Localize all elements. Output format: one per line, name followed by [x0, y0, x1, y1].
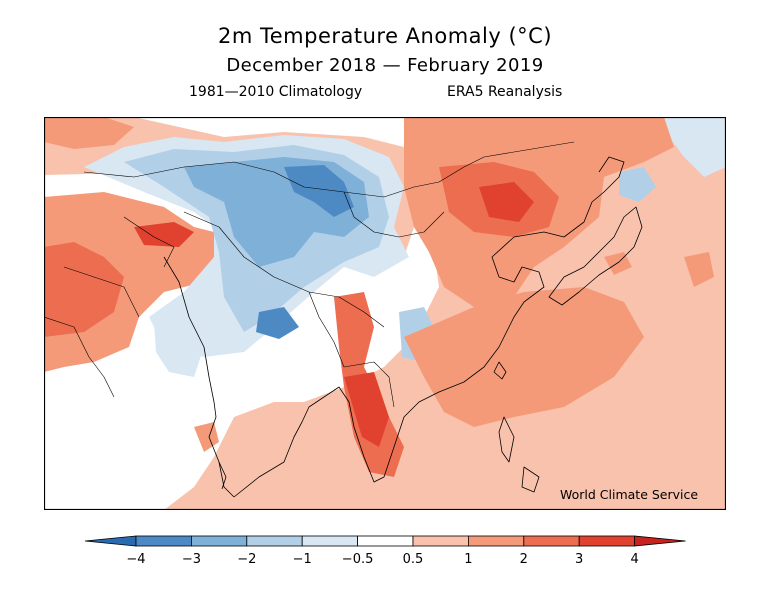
- colorbar-segment: [467, 535, 525, 547]
- credit-text: World Climate Service: [560, 487, 699, 502]
- colorbar-segment: [523, 535, 580, 547]
- colorbar-segment: [357, 535, 414, 547]
- colorbar-tick-label: −3: [182, 552, 201, 567]
- cool-far-northeast: [664, 117, 726, 177]
- colorbar-tick-label: 2: [520, 552, 528, 567]
- colorbar-segment: [246, 535, 303, 547]
- colorbar-tick-labels: −4 −3 −2 −1 −0.5 0.5 1 2 3 4: [126, 552, 638, 567]
- warm-west-peak: [134, 222, 194, 247]
- coastlines: [163, 156, 643, 498]
- colorbar-segment: [578, 535, 636, 547]
- colorbar-tick-label: 1: [464, 552, 472, 567]
- source-label: ERA5 Reanalysis: [447, 84, 563, 100]
- map-title: 2m Temperature Anomaly (°C): [217, 24, 553, 48]
- country-borders: [44, 141, 575, 408]
- warm-japan-patch: [604, 252, 632, 275]
- colorbar-cap-high: [634, 535, 686, 547]
- colorbar-tick-label: −0.5: [342, 552, 374, 567]
- colorbar-tick-label: 3: [575, 552, 583, 567]
- colorbar-tick-label: −2: [237, 552, 256, 567]
- near-normal-zone-north: [134, 117, 414, 147]
- colorbar-tick-label: 0.5: [403, 552, 424, 567]
- cold-core-mongolia: [284, 165, 354, 217]
- cold-india-north: [154, 317, 204, 377]
- colorbar: −4 −3 −2 −1 −0.5 0.5 1 2 3 4: [84, 535, 686, 567]
- cold-pacific-north: [619, 167, 656, 202]
- warm-west-core: [44, 242, 124, 337]
- warm-pacific-patch: [684, 252, 714, 287]
- anomaly-map: [44, 117, 726, 510]
- map-frame: [44, 117, 726, 510]
- colorbar-tick-label: 4: [630, 552, 638, 567]
- colorbar-segment: [301, 535, 358, 547]
- colorbar-tick-label: −4: [126, 552, 145, 567]
- warm-india-patch: [194, 422, 219, 452]
- cold-core-tibet: [256, 307, 299, 339]
- warm-northwest: [44, 117, 134, 149]
- warm-manchuria-core: [479, 182, 534, 222]
- warm-south-china-sea: [404, 287, 644, 427]
- map-subtitle: December 2018 — February 2019: [226, 55, 544, 76]
- climatology-label: 1981—2010 Climatology: [189, 84, 363, 100]
- colorbar-segment: [135, 535, 192, 547]
- warm-indochina-core: [344, 372, 389, 447]
- colorbar-segments: [84, 535, 686, 547]
- colorbar-tick-label: −1: [293, 552, 312, 567]
- colorbar-cap-low: [84, 535, 137, 547]
- colorbar-segment: [191, 535, 248, 547]
- colorbar-segment: [412, 535, 469, 547]
